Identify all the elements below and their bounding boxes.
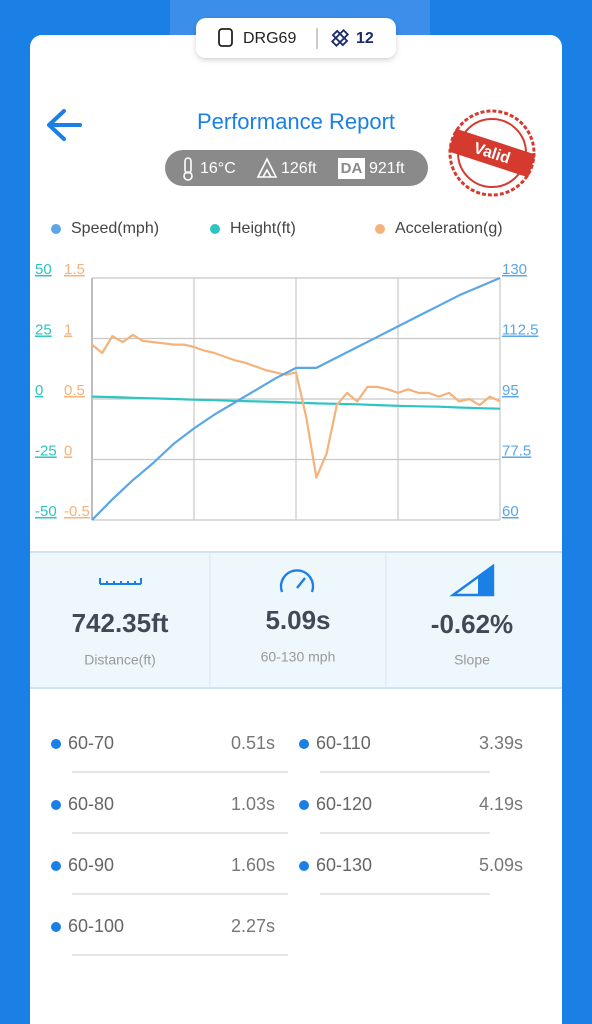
split-bullet [299, 800, 309, 810]
page-title: Performance Report [197, 109, 395, 134]
distance-icon [99, 578, 142, 585]
stat-value: 742.35ft [72, 608, 169, 638]
temperature: 16°C [200, 160, 236, 177]
y-tick-label: 0.5 [64, 382, 85, 399]
card [30, 35, 562, 1024]
split-bullet [51, 861, 61, 871]
y-tick-label: 60 [502, 503, 519, 520]
series-line [91, 395, 501, 410]
y-tick-label: 77.5 [502, 442, 531, 459]
device-name: DRG69 [243, 30, 296, 47]
pill-bg [196, 18, 396, 58]
density-altitude: 921ft [369, 160, 405, 177]
legend-marker [375, 224, 385, 234]
y-tick-label: 130 [502, 261, 527, 278]
y-tick-label: 50 [35, 261, 52, 278]
split-range: 60-100 [68, 916, 124, 936]
stats-panel [30, 552, 562, 688]
split-bullet [51, 739, 61, 749]
split-time: 3.39s [479, 733, 523, 753]
stat-label: Slope [454, 652, 490, 668]
satellite-icon [330, 28, 350, 48]
series-line [91, 276, 501, 521]
legend-marker [51, 224, 61, 234]
altitude: 126ft [281, 160, 317, 177]
satellite-count: 12 [356, 30, 374, 47]
split-bullet [299, 739, 309, 749]
chart: Speed(mph) Height(ft) Acceleration(g) 50 25 0… [35, 220, 538, 521]
device-icon [218, 28, 233, 47]
series-line [91, 333, 501, 479]
legend-label: Height(ft) [230, 220, 296, 237]
y-tick-label: 25 [35, 321, 52, 338]
split-range: 60-110 [316, 733, 371, 753]
split-time: 1.03s [231, 794, 275, 814]
y-tick-label: 1 [64, 321, 72, 338]
y-tick-label: 0 [64, 442, 72, 459]
split-time: 5.09s [479, 855, 523, 875]
y-tick-label: -0.5 [64, 503, 90, 520]
legend-label: Speed(mph) [71, 220, 159, 237]
split-range: 60-70 [68, 733, 114, 753]
stat-value: 5.09s [265, 605, 330, 635]
da-label: DA [341, 160, 363, 177]
split-bullet [299, 861, 309, 871]
split-time: 1.60s [231, 855, 275, 875]
y-tick-label: -25 [35, 442, 57, 459]
y-tick-label: 1.5 [64, 261, 85, 278]
split-bullet [51, 800, 61, 810]
y-tick-label: -50 [35, 503, 57, 520]
split-time: 4.19s [479, 794, 523, 814]
gauge-icon [279, 569, 315, 593]
y-tick-label: 112.5 [502, 321, 538, 338]
splits-list: 60-70 0.51s 60-80 1.03s 60-90 1.60s 60-100 2.27… [51, 733, 523, 956]
split-range: 60-80 [68, 794, 114, 814]
back-button[interactable] [47, 109, 82, 141]
split-range: 60-90 [68, 855, 114, 875]
stat-label: Distance(ft) [84, 652, 156, 668]
stat-label: 60-130 mph [261, 649, 336, 665]
y-tick-label: 95 [502, 382, 519, 399]
y-tick-label: 0 [35, 382, 43, 399]
split-time: 2.27s [231, 916, 275, 936]
slope-icon [449, 563, 495, 597]
split-range: 60-130 [316, 855, 372, 875]
legend-label: Acceleration(g) [395, 220, 503, 237]
thermometer-icon [183, 157, 193, 181]
legend-marker [210, 224, 220, 234]
da-badge [338, 158, 365, 179]
split-range: 60-120 [316, 794, 372, 814]
split-bullet [51, 922, 61, 932]
altitude-icon [256, 157, 278, 178]
device-pill[interactable]: DRG69 12 [196, 18, 396, 58]
stat-value: -0.62% [431, 609, 513, 639]
split-time: 0.51s [231, 733, 275, 753]
